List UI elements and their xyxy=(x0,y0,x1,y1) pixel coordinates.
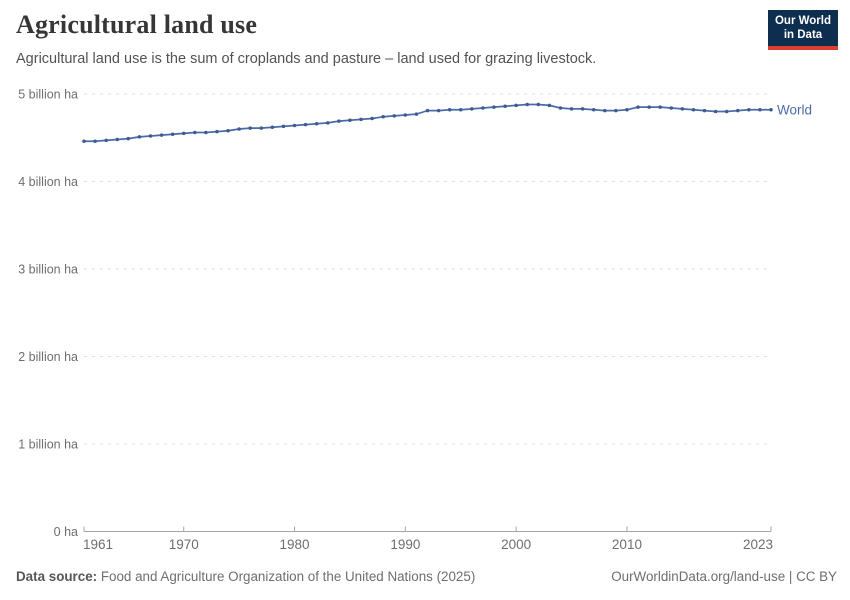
x-axis-label: 2000 xyxy=(501,537,531,552)
data-point xyxy=(359,117,363,122)
data-point xyxy=(370,116,374,121)
y-axis-label: 3 billion ha xyxy=(18,263,78,277)
data-source-label: Data source: xyxy=(16,569,98,584)
data-point xyxy=(503,104,507,109)
data-point xyxy=(148,134,153,138)
data-point xyxy=(602,108,607,113)
data-point xyxy=(724,109,729,114)
footer-license-link[interactable]: OurWorldinData.org/land-use | CC BY xyxy=(611,569,837,584)
data-point xyxy=(193,130,197,135)
data-point xyxy=(747,107,751,112)
data-point xyxy=(625,107,629,112)
data-point xyxy=(215,129,219,134)
data-point xyxy=(769,107,773,112)
data-point xyxy=(226,128,230,133)
owid-logo-line1: Our World xyxy=(774,15,831,27)
data-point xyxy=(104,138,108,143)
data-source-text: Food and Agriculture Organization of the… xyxy=(100,569,476,584)
x-axis-label: 2010 xyxy=(612,537,642,552)
chart-subtitle: Agricultural land use is the sum of crop… xyxy=(16,51,597,67)
data-point xyxy=(159,133,164,137)
data-point xyxy=(115,137,120,142)
data-point xyxy=(237,127,241,131)
y-axis-label: 4 billion ha xyxy=(18,175,78,189)
series-label-world[interactable]: World xyxy=(777,102,812,117)
data-point xyxy=(425,108,430,113)
data-point xyxy=(669,106,674,110)
data-point xyxy=(204,130,208,135)
data-point xyxy=(259,126,264,130)
data-point xyxy=(492,105,496,109)
data-point xyxy=(614,108,618,113)
y-axis-label: 1 billion ha xyxy=(18,438,78,452)
data-point xyxy=(337,119,341,123)
y-axis-label: 2 billion ha xyxy=(18,350,78,364)
data-point xyxy=(392,114,397,118)
data-point xyxy=(93,139,97,144)
data-point xyxy=(713,109,718,114)
data-point xyxy=(325,121,330,125)
x-axis-label: 1970 xyxy=(169,537,199,552)
chart-footer: Data source: Food and Agriculture Organi… xyxy=(16,569,837,584)
data-point xyxy=(514,103,518,108)
data-point xyxy=(547,103,552,108)
data-point xyxy=(303,122,308,127)
data-point xyxy=(248,126,253,130)
data-point xyxy=(470,107,474,111)
data-point xyxy=(536,102,541,107)
data-point xyxy=(414,112,419,116)
data-point xyxy=(403,113,408,117)
data-point xyxy=(658,105,662,109)
data-point xyxy=(680,107,685,111)
data-point xyxy=(636,105,640,109)
data-point xyxy=(580,107,585,111)
page-title: Agricultural land use xyxy=(16,10,258,39)
x-axis-label: 2023 xyxy=(743,537,773,552)
data-point xyxy=(181,131,186,136)
data-point xyxy=(691,107,696,112)
data-point xyxy=(735,108,740,113)
data-point xyxy=(447,107,452,112)
owid-logo-line2: in Data xyxy=(783,28,823,41)
data-point xyxy=(281,124,286,129)
data-point xyxy=(348,118,352,123)
x-axis-label: 1980 xyxy=(280,537,310,552)
data-point xyxy=(569,107,574,111)
data-point xyxy=(381,114,385,119)
y-axis-label: 5 billion ha xyxy=(18,88,78,102)
data-source-note: Data source: Food and Agriculture Organi… xyxy=(16,569,475,584)
data-point xyxy=(702,108,707,113)
data-point xyxy=(126,136,131,141)
data-point xyxy=(270,125,275,130)
data-point xyxy=(436,108,441,113)
data-point xyxy=(137,135,142,139)
y-axis-label: 0 ha xyxy=(54,525,78,539)
data-point xyxy=(314,121,319,126)
data-point xyxy=(458,107,463,112)
data-point xyxy=(292,123,297,128)
data-point xyxy=(170,132,175,137)
x-axis-label: 1961 xyxy=(83,537,113,552)
data-point xyxy=(481,106,485,110)
owid-logo[interactable]: Our World in Data xyxy=(768,10,838,51)
data-point xyxy=(82,139,86,144)
data-point xyxy=(647,105,651,109)
data-point xyxy=(558,106,563,110)
x-axis-label: 1990 xyxy=(390,537,420,552)
data-point xyxy=(525,102,530,107)
data-point xyxy=(591,107,596,112)
data-point xyxy=(758,107,762,112)
